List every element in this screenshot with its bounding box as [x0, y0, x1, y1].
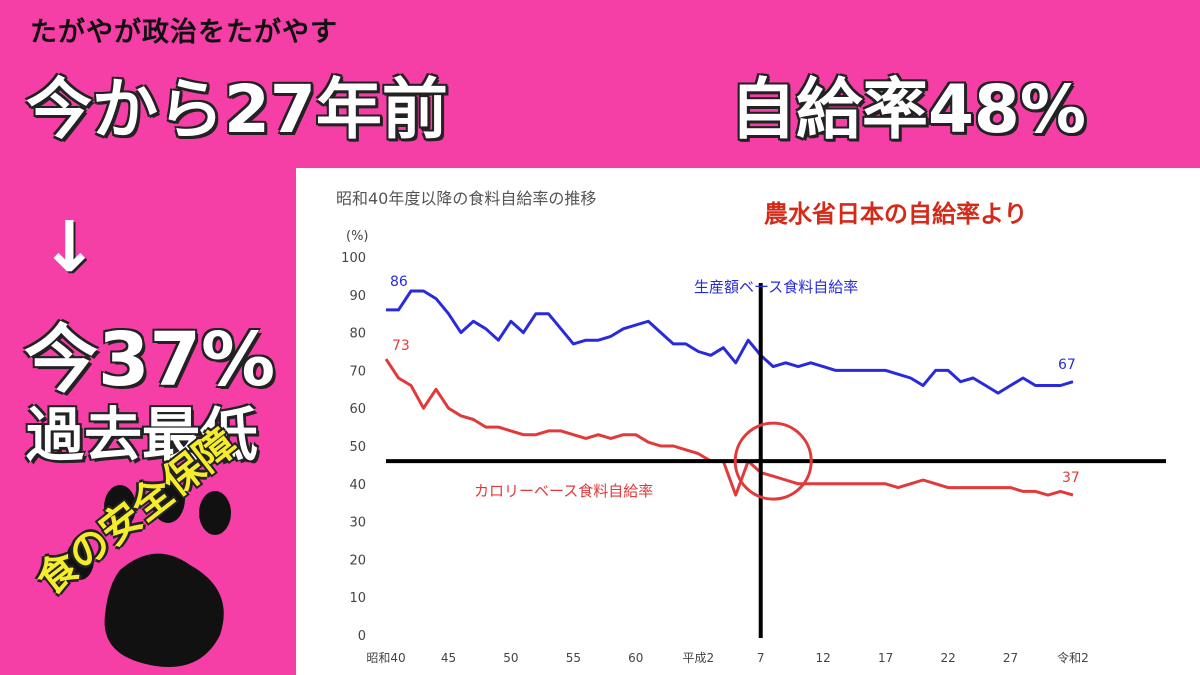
self-sufficiency-chart: 0 10 20 30 40 50 60 70 80 90 100 昭和40 45 50 55 60 平成2 7 12… — [336, 189, 1166, 665]
calorie-end-label: 37 — [1062, 470, 1080, 486]
chart-title: 昭和40年度以降の食料自給率の推移 — [336, 189, 596, 208]
highlight-circle — [733, 421, 813, 501]
x-tick-label: 平成2 — [682, 651, 714, 665]
x-tick-label: 17 — [878, 651, 893, 665]
x-tick-label: 昭和40 — [366, 651, 405, 665]
y-tick-label: 30 — [349, 516, 366, 531]
production-series-line — [386, 289, 1074, 395]
x-tick-label: 45 — [441, 651, 456, 665]
x-tick-label: 55 — [566, 651, 581, 665]
y-tick-label: 60 — [349, 402, 366, 417]
channel-tagline: たがやが政治をたがやす — [30, 17, 338, 48]
current-rate-text: 今37% — [24, 317, 276, 403]
series-label-production: 生産額ベース食料自給率 — [694, 278, 858, 296]
x-tick-label: 22 — [940, 651, 955, 665]
down-arrow-icon: ↓ — [40, 206, 99, 288]
x-tick-label: 7 — [757, 651, 765, 665]
x-tick-label: 50 — [503, 651, 518, 665]
headline-years-ago: 今から27年前 — [26, 71, 448, 148]
y-tick-label: 80 — [349, 327, 366, 342]
headline-self-sufficiency: 自給率48% — [730, 71, 1086, 148]
production-start-label: 86 — [390, 274, 408, 290]
calorie-start-label: 73 — [392, 338, 410, 354]
record-low-text: 過去最低 — [26, 401, 259, 469]
paw-print-icon — [66, 485, 231, 667]
series-label-calorie: カロリーベース食料自給率 — [474, 482, 653, 500]
y-tick-label: 0 — [358, 629, 366, 644]
x-tick-label: 27 — [1003, 651, 1018, 665]
chart-panel: 0 10 20 30 40 50 60 70 80 90 100 昭和40 45 50 55 60 平成2 7 12… — [296, 168, 1200, 675]
calorie-series-line — [384, 358, 1074, 497]
production-end-label: 67 — [1058, 357, 1076, 373]
y-tick-label: 70 — [349, 364, 366, 379]
y-axis-unit: (%) — [346, 229, 369, 244]
y-tick-label: 10 — [349, 591, 366, 606]
x-tick-label: 令和2 — [1057, 650, 1089, 665]
y-tick-label: 100 — [341, 251, 366, 266]
x-tick-label: 60 — [628, 651, 643, 665]
x-tick-label: 12 — [816, 651, 831, 665]
y-tick-label: 40 — [349, 478, 366, 493]
y-tick-label: 20 — [349, 553, 366, 568]
source-note: 農水省日本の自給率より — [764, 200, 1028, 228]
y-tick-label: 90 — [349, 289, 366, 304]
y-tick-label: 50 — [349, 440, 366, 455]
